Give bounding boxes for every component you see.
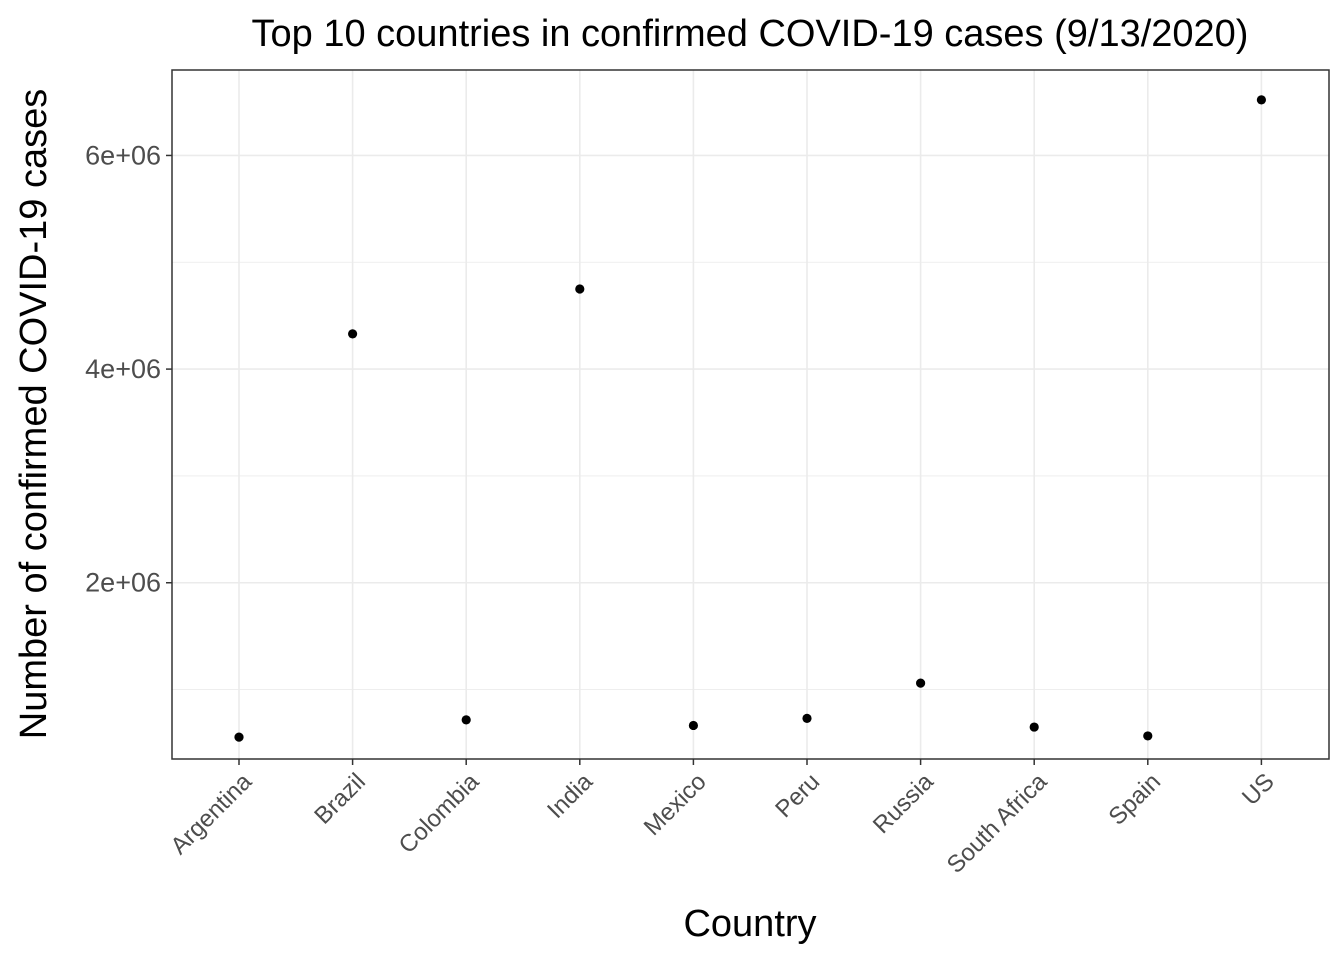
- x-tick-label: Brazil: [309, 768, 371, 830]
- x-tick-label: India: [542, 768, 598, 824]
- y-tick-label: 6e+06: [85, 140, 161, 170]
- data-point: [461, 715, 471, 725]
- data-point: [1029, 722, 1039, 732]
- panel-border: [171, 69, 1330, 760]
- data-point: [802, 713, 812, 724]
- y-axis-labels: 2e+06 4e+06 6e+06: [85, 140, 161, 597]
- data-point: [1143, 731, 1153, 741]
- x-tick-label: Argentina: [165, 768, 257, 860]
- x-tick-label: Spain: [1104, 768, 1167, 831]
- chart-title: Top 10 countries in confirmed COVID-19 c…: [252, 13, 1249, 55]
- points-layer: [234, 95, 1266, 742]
- x-tick-label: Russia: [868, 768, 939, 839]
- x-tick-label: Colombia: [394, 768, 485, 859]
- data-point: [234, 732, 244, 742]
- x-tick-label: South Africa: [942, 768, 1053, 879]
- x-tick-label: US: [1237, 768, 1280, 811]
- y-axis-title: Number of confirmed COVID-19 cases: [13, 89, 55, 739]
- data-point: [1256, 95, 1266, 105]
- data-point: [916, 678, 926, 688]
- data-point: [575, 284, 585, 294]
- x-tick-label: Mexico: [639, 768, 712, 841]
- y-tick-label: 2e+06: [85, 568, 161, 598]
- x-tick-label: Peru: [770, 768, 825, 823]
- y-tick-label: 4e+06: [85, 354, 161, 384]
- data-point: [348, 329, 358, 339]
- x-axis-labels: Argentina Brazil Colombia India Mexico Peru Ru…: [165, 768, 1279, 879]
- axis-ticks-layer: [166, 154, 1263, 765]
- x-axis-title: Country: [683, 903, 816, 945]
- grid-layer: [172, 70, 1329, 759]
- data-point: [688, 720, 699, 731]
